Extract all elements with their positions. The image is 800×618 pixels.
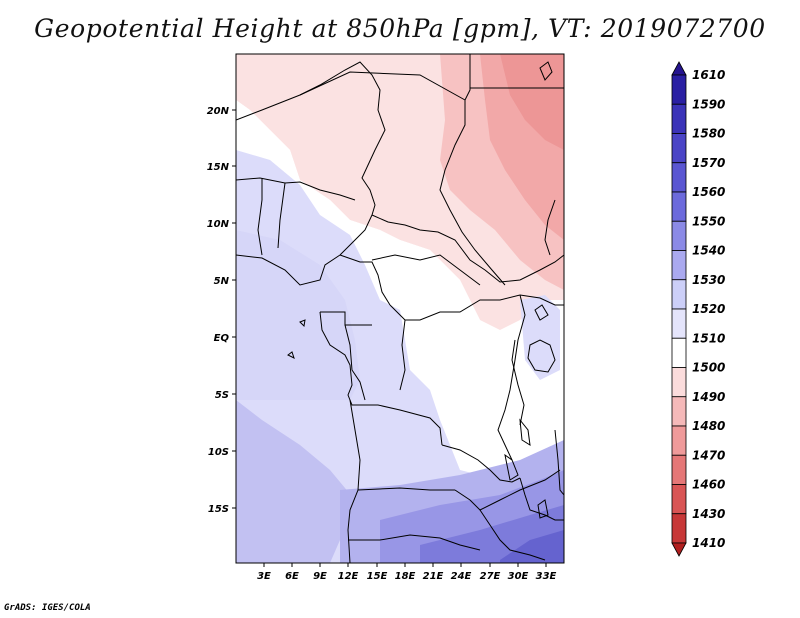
colorbar-segment [671,367,687,398]
height-field [236,54,564,563]
colorbar-label: 1530 [692,273,725,287]
colorbar-segment [671,425,687,456]
map-title: Geopotential Height at 850hPa [gpm], VT:… [34,14,766,43]
colorbar-label: 1500 [692,361,725,375]
lat-label: 20N [207,106,230,117]
lat-label: 10S [208,447,229,458]
colorbar-segment [671,308,687,339]
colorbar-label: 1480 [692,419,725,433]
colorbar-segment [671,133,687,164]
lon-label: 30E [508,571,529,582]
colorbar-label: 1560 [692,185,725,199]
colorbar-label: 1510 [692,331,725,345]
colorbar-segment [671,220,687,251]
lat-label: EQ [214,333,230,344]
colorbar-label: 1550 [692,214,725,228]
colorbar-label: 1570 [692,156,725,170]
lon-label: 6E [285,571,299,582]
colorbar-segment [671,484,687,515]
colorbar-min-triangle [671,542,687,557]
colorbar-segment [671,103,687,134]
colorbar-label: 1520 [692,302,725,316]
lat-label: 15S [208,504,229,515]
lon-label: 9E [313,571,327,582]
credit-text: GrADS: IGES/COLA [4,603,91,613]
colorbar-segment [671,191,687,222]
lat-label: 5N [214,276,230,287]
colorbar-label: 1590 [692,97,725,111]
colorbar-segment [671,454,687,485]
lon-label: 27E [480,571,501,582]
colorbar-segment [671,513,687,544]
lat-label: 5S [215,390,229,401]
colorbar-segment [671,279,687,310]
lat-label: 10N [207,219,230,230]
colorbar-segment [671,162,687,193]
colorbar-label: 1410 [692,536,725,550]
colorbar-label: 1430 [692,507,725,521]
lon-label: 3E [257,571,271,582]
colorbar-segment [671,337,687,368]
colorbar: 1610 1590 1580 1570 1560 1550 1540 1530 1520 1510… [671,61,725,557]
lon-label: 33E [536,571,557,582]
lat-label: 15N [207,162,230,173]
lon-label: 18E [395,571,416,582]
colorbar-label: 1470 [692,448,725,462]
longitude-ticks [263,563,547,567]
colorbar-label: 1490 [692,390,725,404]
colorbar-segment [671,74,687,105]
colorbar-segment [671,250,687,281]
lon-label: 15E [367,571,388,582]
lon-label: 12E [338,571,359,582]
country-borders [236,54,564,563]
longitude-labels: 3E 6E 9E 12E 15E 18E 21E 24E 27E 30E 33E [257,571,556,582]
latitude-labels: 20N 15N 10N 5N EQ 5S 10S 15S [207,106,230,515]
colorbar-label: 1580 [692,127,725,141]
map-frame [235,53,565,564]
colorbar-max-triangle [671,61,687,76]
colorbar-segment [671,396,687,427]
colorbar-label: 1540 [692,244,725,258]
colorbar-label: 1610 [692,68,725,82]
latitude-ticks [232,109,236,509]
lon-label: 24E [451,571,472,582]
colorbar-label: 1460 [692,478,725,492]
lon-label: 21E [423,571,444,582]
